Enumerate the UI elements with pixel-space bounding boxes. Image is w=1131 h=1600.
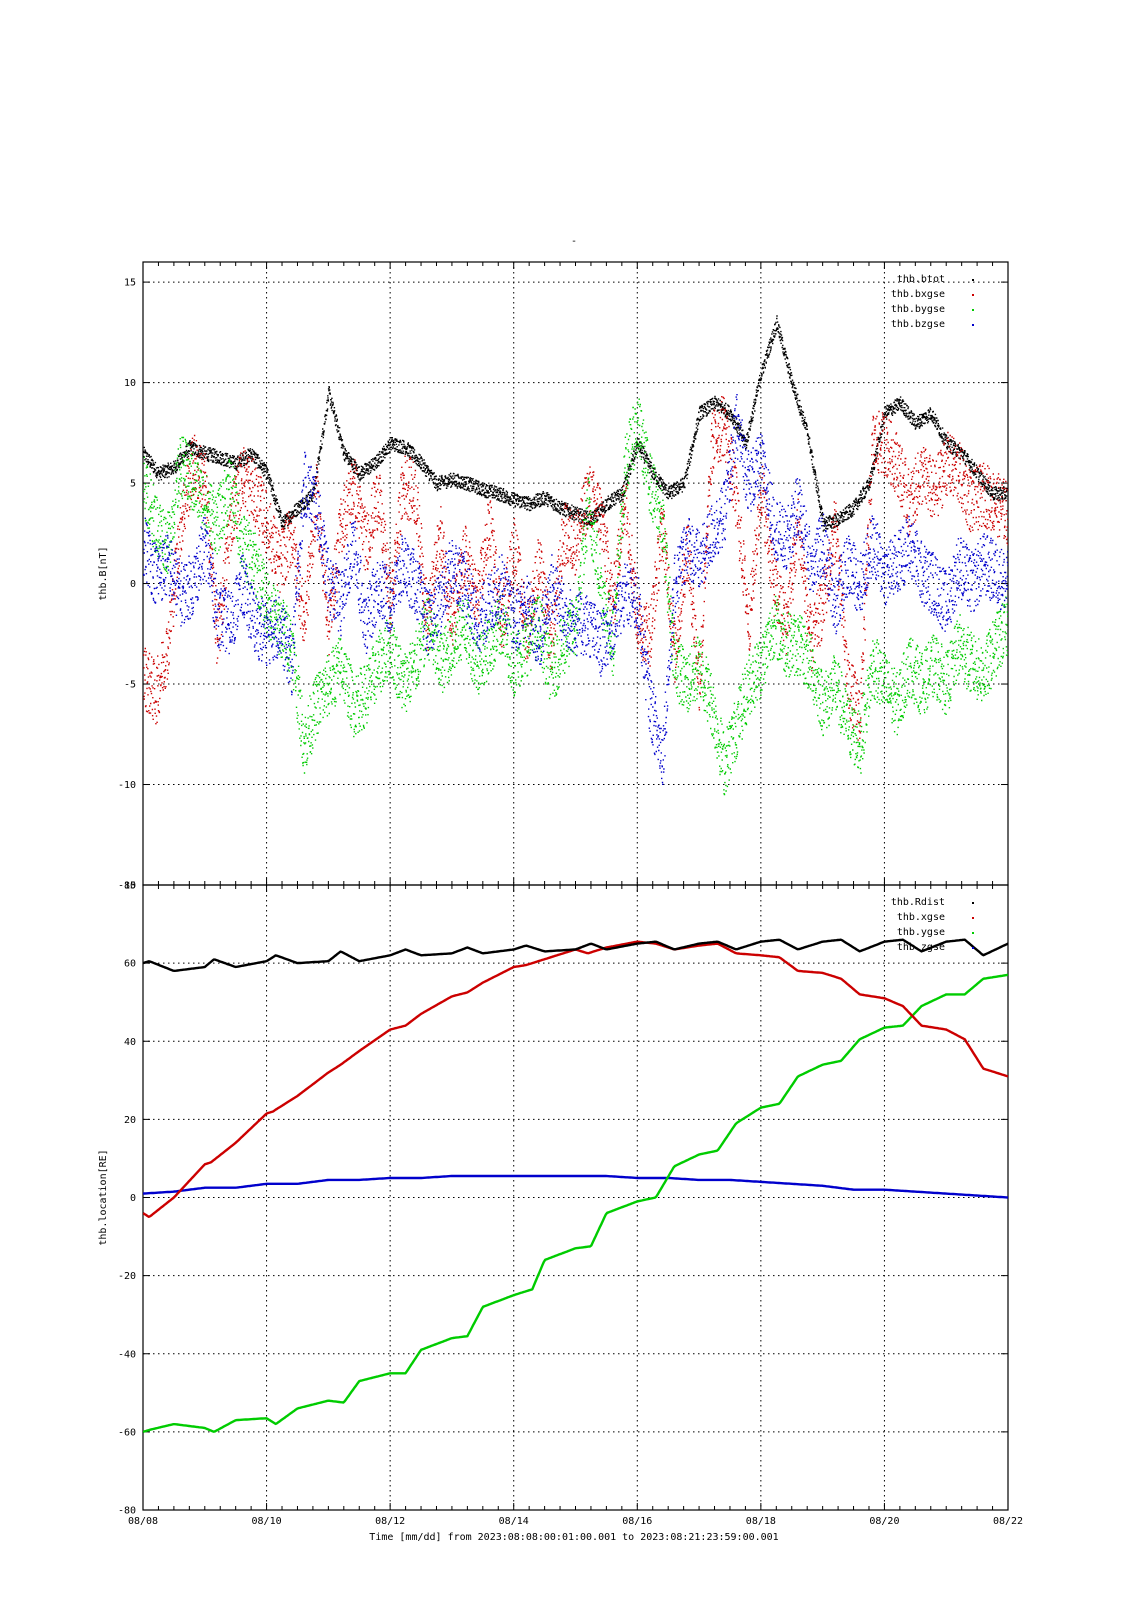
legend-label: thb.bxgse <box>891 289 945 300</box>
legend-label: thb.bzgse <box>891 319 945 330</box>
y-tick-label: 0 <box>130 579 136 590</box>
data-layer <box>143 315 1008 796</box>
y-tick-label: 10 <box>124 378 136 389</box>
y-tick-label: -60 <box>118 1427 136 1438</box>
x-tick-label: 08/16 <box>622 1516 652 1527</box>
y-tick-label: -80 <box>118 1506 136 1517</box>
legend-marker <box>972 917 974 919</box>
plot-frame <box>142 261 1009 886</box>
legend-marker <box>972 324 974 326</box>
y-tick-label: -20 <box>118 1271 136 1282</box>
x-tick-label: 08/14 <box>499 1516 529 1527</box>
y-tick-label: 40 <box>124 1037 136 1048</box>
legend-label: thb.zgse <box>897 942 945 953</box>
y-tick-label: -10 <box>118 780 136 791</box>
legend-label: thb.Rdist <box>891 897 945 908</box>
data-points <box>143 394 1008 785</box>
series-thb.bygse <box>143 398 1008 796</box>
legend-marker <box>972 294 974 296</box>
y-tick-label: -15 <box>118 881 136 892</box>
y-tick-label: 5 <box>130 479 136 490</box>
series-thb.bzgse <box>143 394 1008 785</box>
legend-marker <box>972 947 974 949</box>
legend-label: thb.bygse <box>891 304 945 315</box>
y-tick-label: 60 <box>124 959 136 970</box>
data-layer <box>143 938 1008 1434</box>
series-line-thb.zgse <box>143 1174 1008 1199</box>
legend-marker <box>972 309 974 311</box>
series-thb.bxgse <box>143 396 1008 741</box>
x-axis-label: Time [mm/dd] from 2023:08:08:00:01:00.00… <box>369 1532 778 1543</box>
legend-label: thb.xgse <box>897 912 945 923</box>
x-tick-label: 08/12 <box>375 1516 405 1527</box>
series-line-thb.Rdist <box>143 938 1008 972</box>
x-tick-label: 08/10 <box>252 1516 282 1527</box>
series-line-thb.ygse <box>143 973 1008 1434</box>
x-tick-label: 08/18 <box>746 1516 776 1527</box>
y-tick-label: -5 <box>124 680 136 691</box>
data-points <box>143 398 1008 796</box>
y-axis-label: thb.B[nT] <box>98 546 109 600</box>
data-points <box>143 396 1008 741</box>
y-tick-label: 0 <box>130 1193 136 1204</box>
legend-marker <box>972 902 974 904</box>
location-panel: -80 -60 -40 -20 0 20 40 60 80 thb.location[RE] thb… <box>98 881 1023 1528</box>
y-tick-label: -40 <box>118 1349 136 1360</box>
figure-title: - <box>571 236 577 247</box>
y-axis-label: thb.location[RE] <box>98 1149 109 1245</box>
legend-label: thb.btot <box>897 274 945 285</box>
legend-marker <box>972 932 974 934</box>
legend-label: thb.ygse <box>897 927 945 938</box>
x-tick-label: 08/22 <box>993 1516 1023 1527</box>
y-tick-label: 80 <box>124 881 136 892</box>
x-tick-label: 08/08 <box>128 1516 158 1527</box>
y-tick-label: 15 <box>124 278 136 289</box>
x-tick-label: 08/20 <box>869 1516 899 1527</box>
magnetic-field-panel: -15 -10 -5 0 5 10 15 thb.B[nT] thb.btot thb.bxgse… <box>98 261 1009 892</box>
y-tick-label: 20 <box>124 1115 136 1126</box>
legend-marker <box>972 279 974 281</box>
